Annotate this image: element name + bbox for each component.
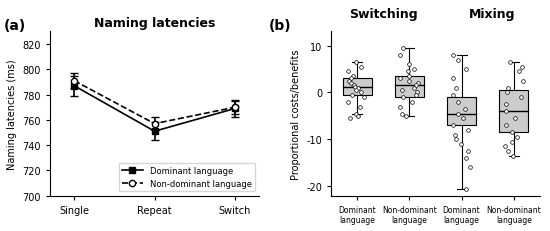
Point	[404, 63, 413, 67]
Y-axis label: Naming latencies (ms): Naming latencies (ms)	[7, 59, 17, 169]
Text: (b): (b)	[268, 19, 291, 33]
Text: Mixing: Mixing	[469, 8, 515, 21]
Point	[405, 75, 414, 79]
Point	[464, 149, 473, 153]
Point	[360, 96, 368, 100]
Point	[460, 107, 469, 111]
Point	[411, 84, 420, 88]
Point	[503, 91, 512, 95]
Point	[399, 47, 408, 51]
Point	[405, 79, 414, 83]
Point	[517, 96, 526, 100]
Point	[462, 187, 471, 191]
Point	[513, 136, 521, 139]
Point	[501, 103, 510, 106]
Point	[409, 86, 418, 90]
Y-axis label: Proportional costs/benefits: Proportional costs/benefits	[290, 49, 300, 179]
Title: Naming latencies: Naming latencies	[94, 17, 215, 30]
Point	[354, 115, 362, 118]
Point	[502, 124, 510, 128]
FancyBboxPatch shape	[395, 77, 424, 98]
Point	[351, 85, 360, 89]
Point	[346, 77, 355, 81]
Point	[412, 91, 421, 95]
Point	[453, 58, 462, 62]
Point	[508, 140, 517, 144]
Point	[396, 77, 405, 81]
Point	[354, 86, 362, 90]
Point	[351, 112, 360, 116]
Point	[449, 54, 458, 58]
Point	[453, 100, 462, 104]
Point	[508, 154, 517, 158]
Point	[347, 94, 356, 97]
Point	[502, 110, 510, 114]
Point	[505, 61, 514, 64]
Point	[408, 100, 416, 104]
Text: (a): (a)	[4, 19, 26, 33]
Point	[343, 70, 352, 74]
Point	[464, 128, 473, 132]
Point	[346, 117, 355, 121]
Point	[504, 86, 513, 90]
Point	[398, 89, 406, 93]
Point	[402, 115, 410, 118]
Point	[399, 96, 408, 100]
Point	[357, 66, 366, 69]
Point	[450, 133, 459, 137]
Point	[466, 166, 475, 170]
Point	[413, 82, 422, 85]
FancyBboxPatch shape	[447, 98, 476, 126]
Point	[356, 91, 365, 95]
Point	[459, 117, 468, 121]
Point	[404, 70, 412, 74]
Point	[504, 149, 513, 153]
Point	[347, 82, 356, 85]
Point	[507, 131, 516, 135]
Point	[457, 143, 466, 146]
Point	[510, 117, 519, 121]
Point	[409, 68, 418, 72]
Point	[449, 94, 458, 97]
Point	[396, 54, 405, 58]
Point	[356, 105, 365, 109]
Point	[345, 79, 354, 83]
Point	[448, 77, 457, 81]
Point	[501, 145, 510, 149]
Point	[452, 86, 460, 90]
Point	[350, 84, 359, 88]
Point	[349, 75, 358, 79]
Point	[351, 61, 360, 64]
FancyBboxPatch shape	[499, 91, 528, 133]
Point	[518, 66, 527, 69]
Point	[344, 100, 353, 104]
Point	[449, 124, 458, 128]
Point	[461, 68, 470, 72]
Point	[411, 94, 420, 97]
Point	[398, 112, 406, 116]
Text: Switching: Switching	[349, 8, 417, 21]
Point	[519, 79, 527, 83]
Point	[514, 70, 523, 74]
Legend: Dominant language, Non-dominant language: Dominant language, Non-dominant language	[119, 163, 255, 192]
Point	[396, 105, 405, 109]
Point	[451, 138, 460, 142]
Point	[462, 157, 471, 160]
FancyBboxPatch shape	[343, 79, 371, 95]
Point	[454, 112, 463, 116]
Point	[351, 89, 360, 93]
